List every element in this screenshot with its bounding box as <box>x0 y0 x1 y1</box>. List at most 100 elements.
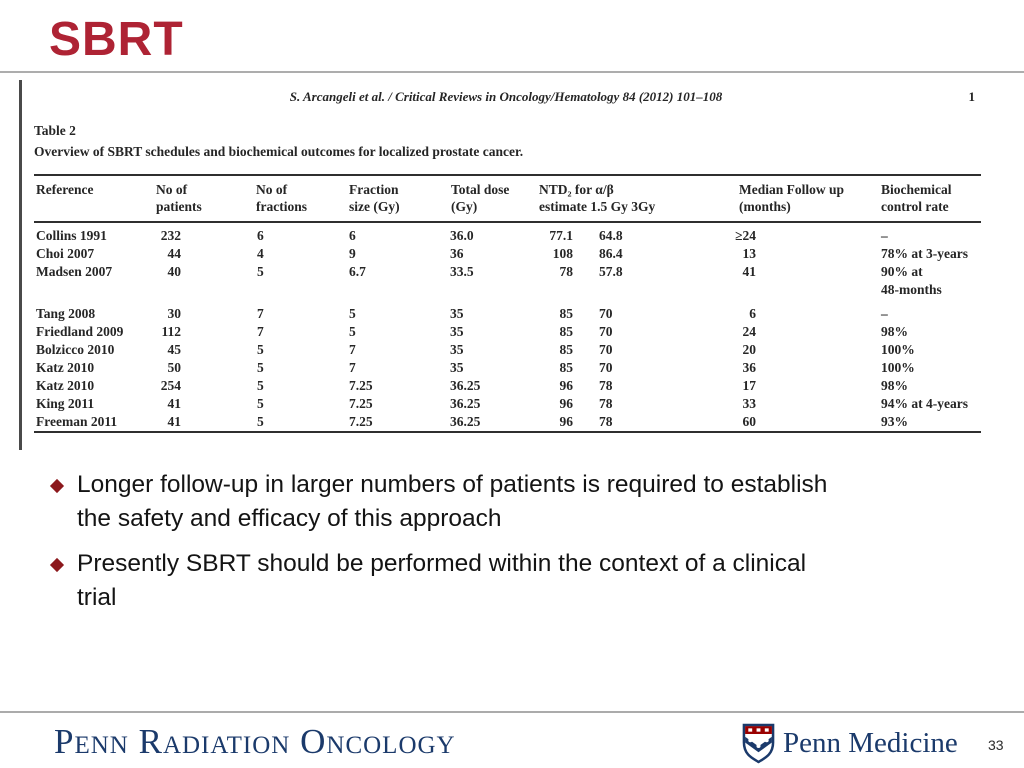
cell-ntd3: 64.8 <box>599 228 623 243</box>
table-caption: Overview of SBRT schedules and biochemic… <box>34 144 524 159</box>
cell-followup: 33 <box>742 396 757 411</box>
cell-reference: Choi 2007 <box>36 246 95 261</box>
cell-fractions: 5 <box>257 360 264 375</box>
cell-fraction_size: 5 <box>349 306 356 321</box>
cell-reference: Bolzicco 2010 <box>36 342 115 357</box>
table-row: Tang 2008 30 7 5 35 85 70 6 – <box>34 305 981 323</box>
cell-ntd15: 78 <box>559 264 574 279</box>
cell-followup: 20 <box>742 342 757 357</box>
cell-patients: 44 <box>167 246 182 261</box>
header-fraction-size: Fraction size (Gy) <box>344 174 446 223</box>
table-label: Table 2 <box>34 123 76 138</box>
cell-followup: 13 <box>742 246 757 261</box>
cell-reference: Madsen 2007 <box>36 264 113 279</box>
cell-fraction_size: 6 <box>349 228 356 243</box>
cell-fraction_size: 9 <box>349 246 356 261</box>
footer-divider <box>0 711 1024 713</box>
bullet-item: Longer follow-up in larger numbers of pa… <box>49 468 962 536</box>
cell-ntd3: 78 <box>599 378 613 393</box>
cell-control: 98% <box>881 324 909 339</box>
cell-reference: King 2011 <box>36 396 95 411</box>
table-body: Collins 1991 232 6 6 36.0 77.1 64.8 ≥24 – Choi 20… <box>34 222 982 433</box>
cell-fractions: 4 <box>257 246 264 261</box>
cell-ntd15: 85 <box>559 324 574 339</box>
cell-control: 90% at 48-months <box>881 264 942 297</box>
cell-followup: 17 <box>742 378 757 393</box>
cell-reference: Collins 1991 <box>36 228 107 243</box>
cell-control: – <box>881 306 888 321</box>
cell-patients: 254 <box>160 378 181 393</box>
cell-ntd3: 78 <box>576 413 735 433</box>
table-row: Madsen 2007 40 5 6.7 33.5 78 57.8 41 90% at 48-m… <box>34 263 981 299</box>
bullet-list: Longer follow-up in larger numbers of pa… <box>49 468 962 626</box>
cell-ntd3: 78 <box>599 396 613 411</box>
bullet-diamond-icon <box>49 557 65 573</box>
page-title: SBRT <box>49 13 184 66</box>
cell-reference: Friedland 2009 <box>36 324 124 339</box>
cell-total_dose: 36.25 <box>446 413 534 433</box>
cell-followup: 41 <box>742 264 757 279</box>
slide-page-number: 33 <box>988 737 1004 753</box>
cell-control: 78% at 3-years <box>881 246 968 261</box>
cell-control: 100% <box>881 360 915 375</box>
table-header-row: Reference No of patients No of fractions… <box>34 174 982 223</box>
penn-medicine-logo: Penn Medicine <box>742 723 958 764</box>
cell-fractions: 5 <box>251 413 344 433</box>
cell-ntd3: 70 <box>599 360 613 375</box>
title-divider <box>0 71 1024 73</box>
cell-ntd3: 70 <box>599 306 613 321</box>
cell-ntd3: 57.8 <box>599 264 623 279</box>
cell-followup: 60 <box>734 413 877 433</box>
cell-total_dose: 35 <box>450 306 464 321</box>
cell-patients: 112 <box>161 324 181 339</box>
journal-running-head: S. Arcangeli et al. / Critical Reviews i… <box>289 89 723 104</box>
cell-fractions: 5 <box>257 396 264 411</box>
cell-patients: 50 <box>167 360 182 375</box>
cell-followup: 36 <box>742 360 757 375</box>
cell-ntd15: 85 <box>559 342 574 357</box>
cell-patients: 41 <box>151 413 251 433</box>
penn-radiation-oncology-wordmark: Penn Radiation Oncology <box>54 722 456 761</box>
cell-ntd15: 77.1 <box>549 228 573 243</box>
cell-reference: Freeman 2011 <box>34 413 151 433</box>
cell-fraction_size: 7.25 <box>344 413 446 433</box>
journal-page-number: 1 <box>968 89 976 104</box>
penn-medicine-wordmark: Penn Medicine <box>783 727 958 759</box>
cell-ntd3: 70 <box>599 324 613 339</box>
header-reference: Reference <box>34 174 151 223</box>
table-row: Katz 2010 254 5 7.25 36.25 96 78 17 98% <box>34 377 981 395</box>
header-ntd: NTD₂ for α/β estimate 1.5 Gy 3Gy <box>534 174 735 223</box>
cell-control: 94% at 4-years <box>881 396 968 411</box>
bullet-item: Presently SBRT should be performed withi… <box>49 547 962 615</box>
cell-control: – <box>881 228 888 243</box>
cell-control: 98% <box>881 378 909 393</box>
cell-followup: ≥24 <box>735 228 757 243</box>
bullet-text: Longer follow-up in larger numbers of pa… <box>77 471 828 532</box>
cell-patients: 30 <box>167 306 182 321</box>
cell-total_dose: 36.25 <box>450 378 481 393</box>
bullet-text: Presently SBRT should be performed withi… <box>77 550 807 611</box>
cell-fractions: 5 <box>257 342 264 357</box>
cell-ntd3: 86.4 <box>599 246 623 261</box>
cell-fraction_size: 7 <box>349 360 356 375</box>
cell-fractions: 5 <box>257 378 264 393</box>
cell-total_dose: 35 <box>450 324 464 339</box>
cell-reference: Katz 2010 <box>36 360 95 375</box>
cell-patients: 41 <box>167 396 182 411</box>
table-row: Collins 1991 232 6 6 36.0 77.1 64.8 ≥24 – <box>34 222 981 245</box>
cell-fractions: 7 <box>257 306 264 321</box>
cell-patients: 232 <box>160 228 181 243</box>
cell-total_dose: 36.0 <box>450 228 474 243</box>
cell-total_dose: 35 <box>450 360 464 375</box>
cell-ntd3: 70 <box>599 342 613 357</box>
cell-total_dose: 33.5 <box>450 264 474 279</box>
penn-shield-icon <box>742 723 775 764</box>
bullet-diamond-icon <box>49 478 65 494</box>
table-row: King 2011 41 5 7.25 36.25 96 78 33 94% at 4-year… <box>34 395 981 413</box>
cell-reference: Katz 2010 <box>36 378 95 393</box>
header-fractions: No of fractions <box>251 174 344 223</box>
cell-patients: 45 <box>167 342 182 357</box>
table-row: Choi 2007 44 4 9 36 108 86.4 13 78% at 3-years <box>34 245 981 263</box>
table-row: Katz 2010 50 5 7 35 85 70 36 100% <box>34 359 981 377</box>
